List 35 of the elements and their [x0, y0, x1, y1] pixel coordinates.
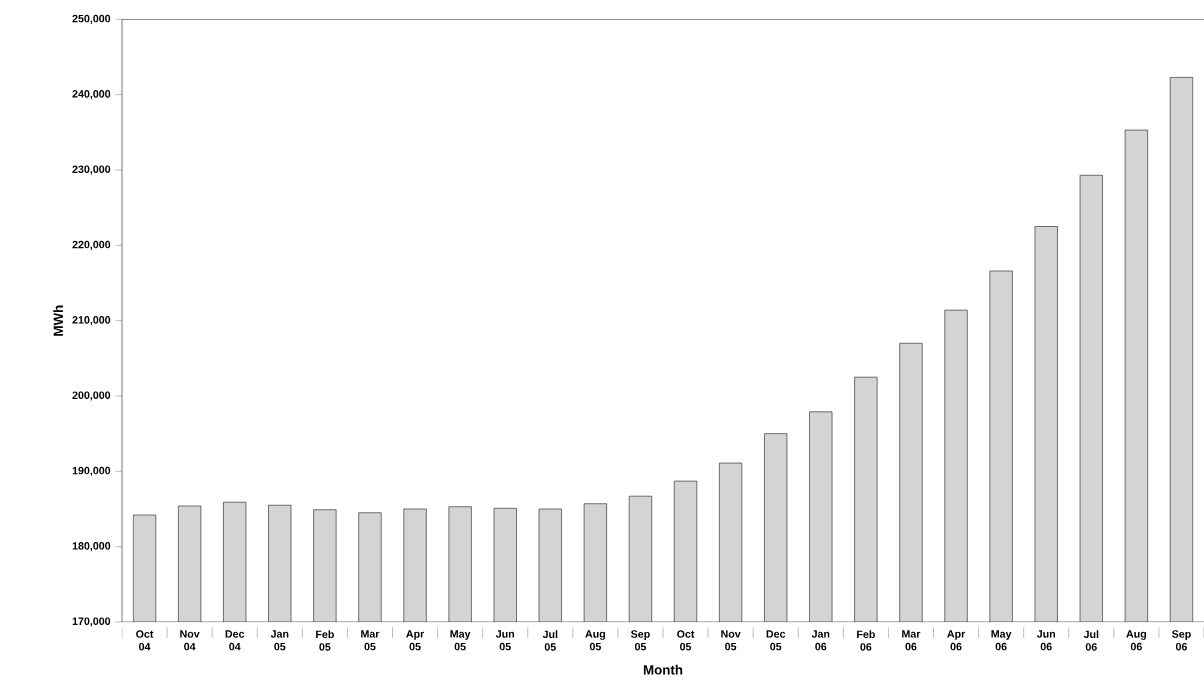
x-tick-label: Jun 06	[1036, 630, 1056, 651]
x-tick-label: Dec 04	[225, 630, 245, 651]
y-tick-label: 220,000	[72, 240, 111, 250]
x-tick-label: Sep 06	[1171, 630, 1191, 651]
x-tick-label: Jul 06	[1083, 630, 1099, 651]
y-tick-label: 250,000	[72, 14, 111, 24]
y-tick-label: 180,000	[72, 542, 111, 552]
x-tick-label: May 06	[991, 630, 1012, 651]
x-tick-label: Aug 06	[1126, 630, 1147, 651]
x-tick-label: Aug 05	[585, 630, 606, 651]
y-axis-title: MWh	[53, 305, 63, 336]
x-tick-label: Jan 05	[270, 630, 289, 651]
x-tick-label: Apr 05	[406, 630, 425, 651]
x-tick-label: Feb 06	[857, 630, 875, 651]
x-tick-label: Apr 06	[947, 630, 966, 651]
x-tick-label: Mar 05	[361, 630, 380, 651]
y-tick-label: 200,000	[72, 391, 111, 401]
x-tick-label: Jul 05	[542, 630, 558, 651]
x-tick-label: Jan 06	[811, 630, 830, 651]
x-tick-label: Jun 05	[495, 630, 515, 651]
x-tick-label: May 05	[450, 630, 471, 651]
y-tick-label: 240,000	[72, 90, 111, 100]
y-tick-label: 190,000	[72, 466, 111, 476]
x-tick-label: Mar 06	[902, 630, 921, 651]
x-tick-label: Nov 04	[180, 630, 200, 651]
x-tick-label: Dec 05	[766, 630, 786, 651]
x-tick-label: Oct 04	[136, 630, 154, 651]
y-tick-label: 230,000	[72, 165, 111, 175]
x-tick-label: Feb 05	[316, 630, 334, 651]
x-tick-label: Sep 05	[630, 630, 650, 651]
y-tick-label: 210,000	[72, 316, 111, 326]
y-tick-label: 170,000	[72, 617, 111, 627]
x-tick-label: Oct 05	[677, 630, 695, 651]
x-tick-label: Nov 05	[721, 630, 741, 651]
x-axis-title: Month	[643, 664, 683, 675]
